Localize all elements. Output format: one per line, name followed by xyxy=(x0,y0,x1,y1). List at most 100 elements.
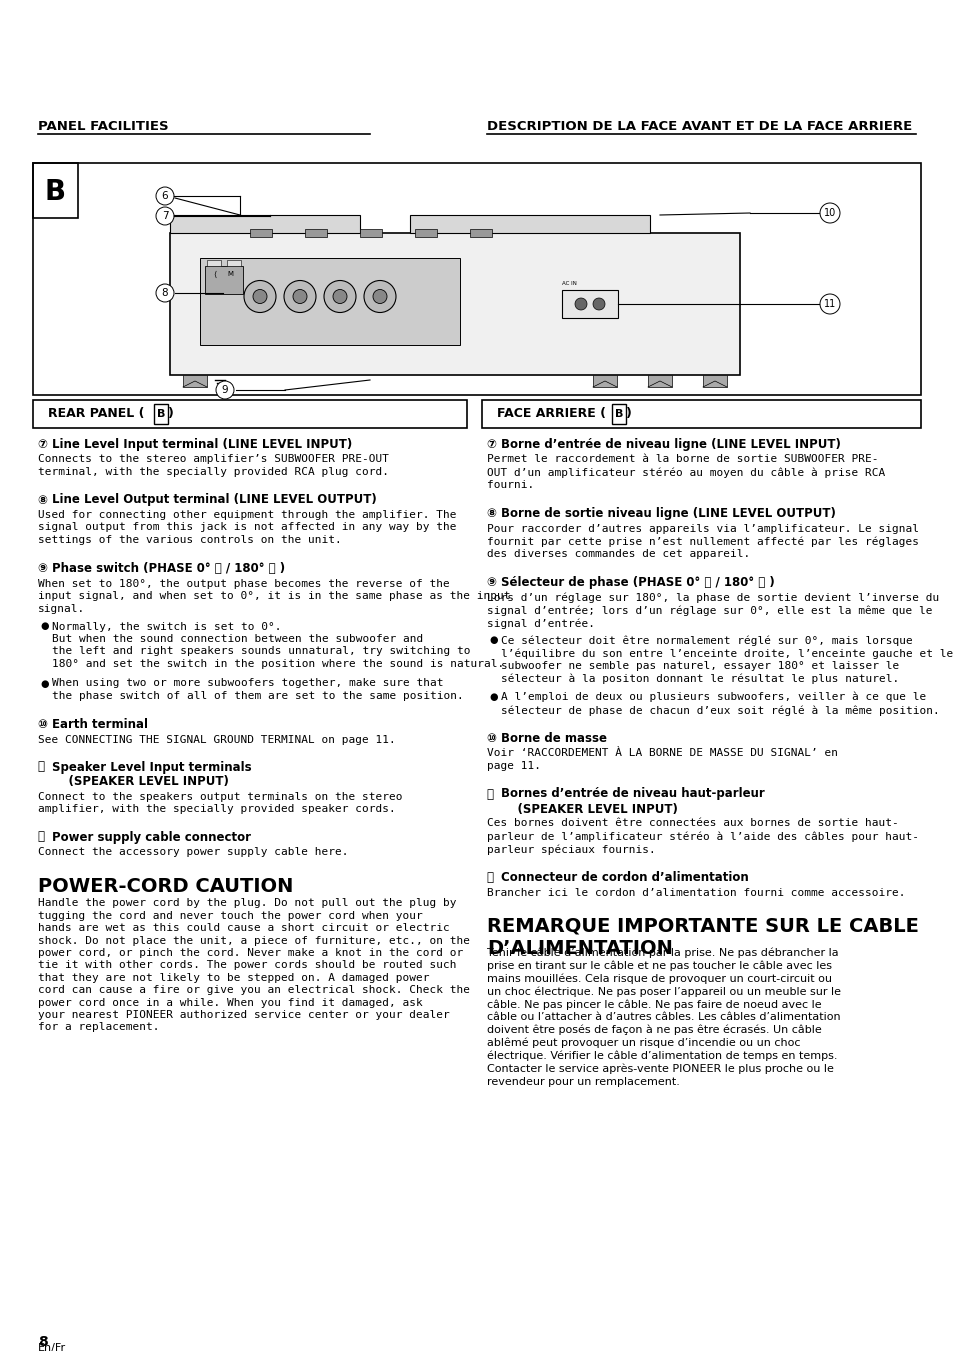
Circle shape xyxy=(575,299,586,309)
Text: FACE ARRIERE (: FACE ARRIERE ( xyxy=(497,408,605,420)
Bar xyxy=(359,230,381,236)
Text: Permet le raccordement à la borne de sortie SUBWOOFER PRE-
OUT d’un amplificateu: Permet le raccordement à la borne de sor… xyxy=(486,454,884,490)
Text: Connecteur de cordon d’alimentation: Connecteur de cordon d’alimentation xyxy=(500,871,748,884)
Text: Borne de masse: Borne de masse xyxy=(500,732,606,744)
Text: Power supply cable connector: Power supply cable connector xyxy=(52,831,251,843)
Bar xyxy=(170,232,740,376)
Bar xyxy=(207,259,221,266)
Text: ⟨: ⟨ xyxy=(213,269,216,278)
Text: Connect the accessory power supply cable here.: Connect the accessory power supply cable… xyxy=(38,847,348,857)
Text: ⑨: ⑨ xyxy=(486,576,500,589)
Circle shape xyxy=(156,284,173,303)
Text: ⑦: ⑦ xyxy=(486,438,500,451)
Bar xyxy=(593,376,617,386)
Text: ●: ● xyxy=(489,635,497,644)
Text: ⑫: ⑫ xyxy=(38,831,49,843)
Text: When using two or more subwoofers together, make sure that
the phase switch of a: When using two or more subwoofers togeth… xyxy=(52,678,463,701)
Circle shape xyxy=(593,299,604,309)
Text: ): ) xyxy=(168,408,173,420)
Text: En/Fr: En/Fr xyxy=(38,1343,66,1351)
Text: ●: ● xyxy=(40,678,49,689)
Circle shape xyxy=(284,281,315,312)
Text: ⑧: ⑧ xyxy=(486,507,500,520)
Bar xyxy=(170,215,359,232)
Bar xyxy=(305,230,327,236)
Circle shape xyxy=(244,281,275,312)
Circle shape xyxy=(364,281,395,312)
Text: Normally, the switch is set to 0°.
But when the sound connection between the sub: Normally, the switch is set to 0°. But w… xyxy=(52,621,504,669)
Text: Borne d’entrée de niveau ligne (LINE LEVEL INPUT): Borne d’entrée de niveau ligne (LINE LEV… xyxy=(500,438,840,451)
Bar xyxy=(205,266,243,295)
Text: REAR PANEL (: REAR PANEL ( xyxy=(48,408,144,420)
Bar xyxy=(153,404,168,424)
Bar xyxy=(702,376,726,386)
Circle shape xyxy=(156,186,173,205)
Text: Connect to the speakers output terminals on the stereo
amplifier, with the speci: Connect to the speakers output terminals… xyxy=(38,792,402,813)
Text: Brancher ici le cordon d’alimentation fourni comme accessoire.: Brancher ici le cordon d’alimentation fo… xyxy=(486,888,904,897)
Bar xyxy=(200,258,459,345)
Text: ⑧: ⑧ xyxy=(38,493,52,507)
Text: ⑩: ⑩ xyxy=(486,732,500,744)
Text: Sélecteur de phase (PHASE 0° ⓤ / 180° ⓔ ): Sélecteur de phase (PHASE 0° ⓤ / 180° ⓔ … xyxy=(500,576,774,589)
Text: 8: 8 xyxy=(38,1335,48,1350)
Bar xyxy=(183,376,207,386)
Text: ): ) xyxy=(625,408,631,420)
Text: 10: 10 xyxy=(823,208,835,218)
Text: POWER-CORD CAUTION: POWER-CORD CAUTION xyxy=(38,877,294,896)
Text: ●: ● xyxy=(40,621,49,631)
Bar xyxy=(33,400,467,428)
Bar xyxy=(612,404,625,424)
Circle shape xyxy=(253,289,267,304)
Bar xyxy=(561,290,618,317)
Text: Line Level Input terminal (LINE LEVEL INPUT): Line Level Input terminal (LINE LEVEL IN… xyxy=(52,438,352,451)
Text: ⑦: ⑦ xyxy=(38,438,52,451)
Text: Phase switch (PHASE 0° ⓤ / 180° ⓔ ): Phase switch (PHASE 0° ⓤ / 180° ⓔ ) xyxy=(52,562,285,576)
Circle shape xyxy=(333,289,347,304)
Text: Ces bornes doivent être connectées aux bornes de sortie haut-
parleur de l’ampli: Ces bornes doivent être connectées aux b… xyxy=(486,819,918,855)
Text: B: B xyxy=(614,409,622,419)
Text: AC IN: AC IN xyxy=(561,281,577,286)
Text: 6: 6 xyxy=(161,190,168,201)
Text: Connects to the stereo amplifier’s SUBWOOFER PRE-OUT
terminal, with the speciall: Connects to the stereo amplifier’s SUBWO… xyxy=(38,454,389,477)
Bar xyxy=(415,230,436,236)
Text: 11: 11 xyxy=(823,299,835,309)
Text: 7: 7 xyxy=(161,211,168,222)
Text: B: B xyxy=(45,178,66,207)
Text: Bornes d’entrée de niveau haut-parleur
    (SPEAKER LEVEL INPUT): Bornes d’entrée de niveau haut-parleur (… xyxy=(500,788,764,816)
Text: PANEL FACILITIES: PANEL FACILITIES xyxy=(38,120,169,132)
Bar xyxy=(33,163,78,218)
Text: Borne de sortie niveau ligne (LINE LEVEL OUTPUT): Borne de sortie niveau ligne (LINE LEVEL… xyxy=(500,507,835,520)
Text: Used for connecting other equipment through the amplifier. The
signal output fro: Used for connecting other equipment thro… xyxy=(38,509,456,544)
Bar xyxy=(647,376,671,386)
Circle shape xyxy=(820,203,840,223)
Circle shape xyxy=(373,289,387,304)
Text: Handle the power cord by the plug. Do not pull out the plug by
tugging the cord : Handle the power cord by the plug. Do no… xyxy=(38,898,470,1032)
Circle shape xyxy=(293,289,307,304)
Bar xyxy=(470,230,492,236)
Text: ⑩: ⑩ xyxy=(38,719,52,731)
Circle shape xyxy=(215,381,233,399)
Text: ⑫: ⑫ xyxy=(486,871,497,884)
Text: M: M xyxy=(227,272,233,277)
Text: REMARQUE IMPORTANTE SUR LE CABLE
D’ALIMENTATION: REMARQUE IMPORTANTE SUR LE CABLE D’ALIME… xyxy=(486,917,918,958)
Text: Ce sélecteur doit être normalement réglé sur 0°, mais lorsque
l’équilibre du son: Ce sélecteur doit être normalement réglé… xyxy=(500,635,952,684)
Text: When set to 180°, the output phase becomes the reverse of the
input signal, and : When set to 180°, the output phase becom… xyxy=(38,580,510,613)
Text: 8: 8 xyxy=(161,288,168,299)
Text: 9: 9 xyxy=(221,385,228,394)
Text: ⑨: ⑨ xyxy=(38,562,52,576)
Circle shape xyxy=(156,207,173,226)
Text: Line Level Output terminal (LINE LEVEL OUTPUT): Line Level Output terminal (LINE LEVEL O… xyxy=(52,493,376,507)
Bar xyxy=(250,230,272,236)
Text: DESCRIPTION DE LA FACE AVANT ET DE LA FACE ARRIERE: DESCRIPTION DE LA FACE AVANT ET DE LA FA… xyxy=(486,120,911,132)
Text: Voir ‘RACCORDEMENT À LA BORNE DE MASSE DU SIGNAL’ en
page 11.: Voir ‘RACCORDEMENT À LA BORNE DE MASSE D… xyxy=(486,748,837,771)
Text: Speaker Level Input terminals
    (SPEAKER LEVEL INPUT): Speaker Level Input terminals (SPEAKER L… xyxy=(52,761,252,789)
Text: A l’emploi de deux ou plusieurs subwoofers, veiller à ce que le
sélecteur de pha: A l’emploi de deux ou plusieurs subwoofe… xyxy=(500,692,939,716)
Text: B: B xyxy=(156,409,165,419)
Text: ⑪: ⑪ xyxy=(486,788,497,801)
Bar xyxy=(481,400,920,428)
Text: Pour raccorder d’autres appareils via l’amplificateur. Le signal
fournit par cet: Pour raccorder d’autres appareils via l’… xyxy=(486,523,918,559)
Text: Lors d’un réglage sur 180°, la phase de sortie devient l’inverse du
signal d’ent: Lors d’un réglage sur 180°, la phase de … xyxy=(486,593,939,630)
Circle shape xyxy=(820,295,840,313)
Bar xyxy=(227,259,241,266)
Circle shape xyxy=(324,281,355,312)
